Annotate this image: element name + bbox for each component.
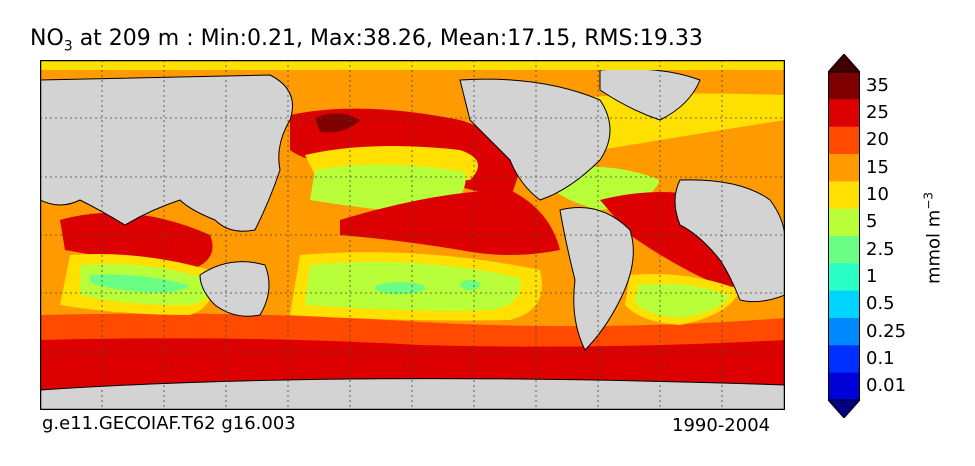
- colorbar-tick-label: 0.01: [866, 375, 907, 397]
- units-exponent: −3: [921, 191, 936, 210]
- colorbar-units: mmol m−3: [922, 192, 945, 284]
- colorbar-tick-label: 2.5: [866, 238, 895, 260]
- colorbar-frame: [828, 71, 860, 401]
- colorbar-under-triangle: [828, 399, 860, 418]
- colorbar-cell: [828, 345, 860, 374]
- south-pacific-low-2: [460, 280, 480, 290]
- title-stats: at 209 m : Min:0.21, Max:38.26, Mean:17.…: [72, 26, 703, 51]
- colorbar-tick-label: 0.1: [866, 348, 895, 369]
- land-north-america: [459, 78, 611, 201]
- colorbar-cell: [828, 181, 860, 210]
- land-south-america: [559, 207, 634, 351]
- colorbar-cell: [828, 236, 860, 264]
- colorbar-tick-label: 0.25: [866, 320, 907, 342]
- colorbar-tick-label: 20: [866, 129, 889, 151]
- colorbar-tick-label: 35: [866, 74, 889, 96]
- colorbar-over-triangle: [828, 54, 860, 73]
- colorbar-cell: [828, 372, 860, 401]
- title-species: NO: [30, 26, 64, 51]
- colorbar-cells: [828, 72, 860, 401]
- colorbar-cell: [828, 318, 860, 346]
- map-frame: [40, 60, 785, 410]
- colorbar-tick-label: 1: [866, 266, 878, 287]
- colorbar-cell: [828, 154, 860, 182]
- continents: [40, 68, 785, 410]
- nitrate-map: [40, 60, 785, 410]
- colorbar-cell: [828, 263, 860, 292]
- land-australia: [199, 261, 270, 317]
- south-pacific-low: [375, 282, 425, 294]
- map-title: NO3 at 209 m : Min:0.21, Max:38.26, Mean…: [30, 26, 703, 54]
- colorbar-cell: [828, 290, 860, 319]
- colorbar-tick-label: 15: [866, 156, 889, 178]
- eq-pacific-red: [340, 190, 560, 255]
- colorbar-cell: [828, 126, 860, 155]
- land-africa: [674, 179, 785, 303]
- indian-ocean-low: [90, 274, 190, 293]
- case-name: g.e11.GECOIAF.T62 g16.003: [42, 413, 296, 434]
- colorbar-cell: [828, 72, 860, 100]
- south-atlantic-green: [635, 283, 730, 318]
- north-atlantic-yellow: [560, 93, 785, 150]
- colorbar-cell: [828, 99, 860, 128]
- colorbar-tick-label: 0.5: [866, 293, 895, 315]
- graticule: [40, 60, 785, 410]
- land-asia: [40, 74, 293, 232]
- arctic-strip: [40, 60, 785, 70]
- units-text: mmol m: [923, 209, 945, 285]
- title-species-subscript: 3: [63, 38, 73, 55]
- year-range: 1990-2004: [672, 415, 771, 436]
- colorbar-tick-label: 10: [866, 184, 889, 205]
- colorbar-tick-label: 25: [866, 102, 889, 123]
- colorbar: [828, 54, 860, 418]
- colorbar-tick-label: 5: [866, 211, 878, 233]
- colorbar-cell: [828, 208, 860, 237]
